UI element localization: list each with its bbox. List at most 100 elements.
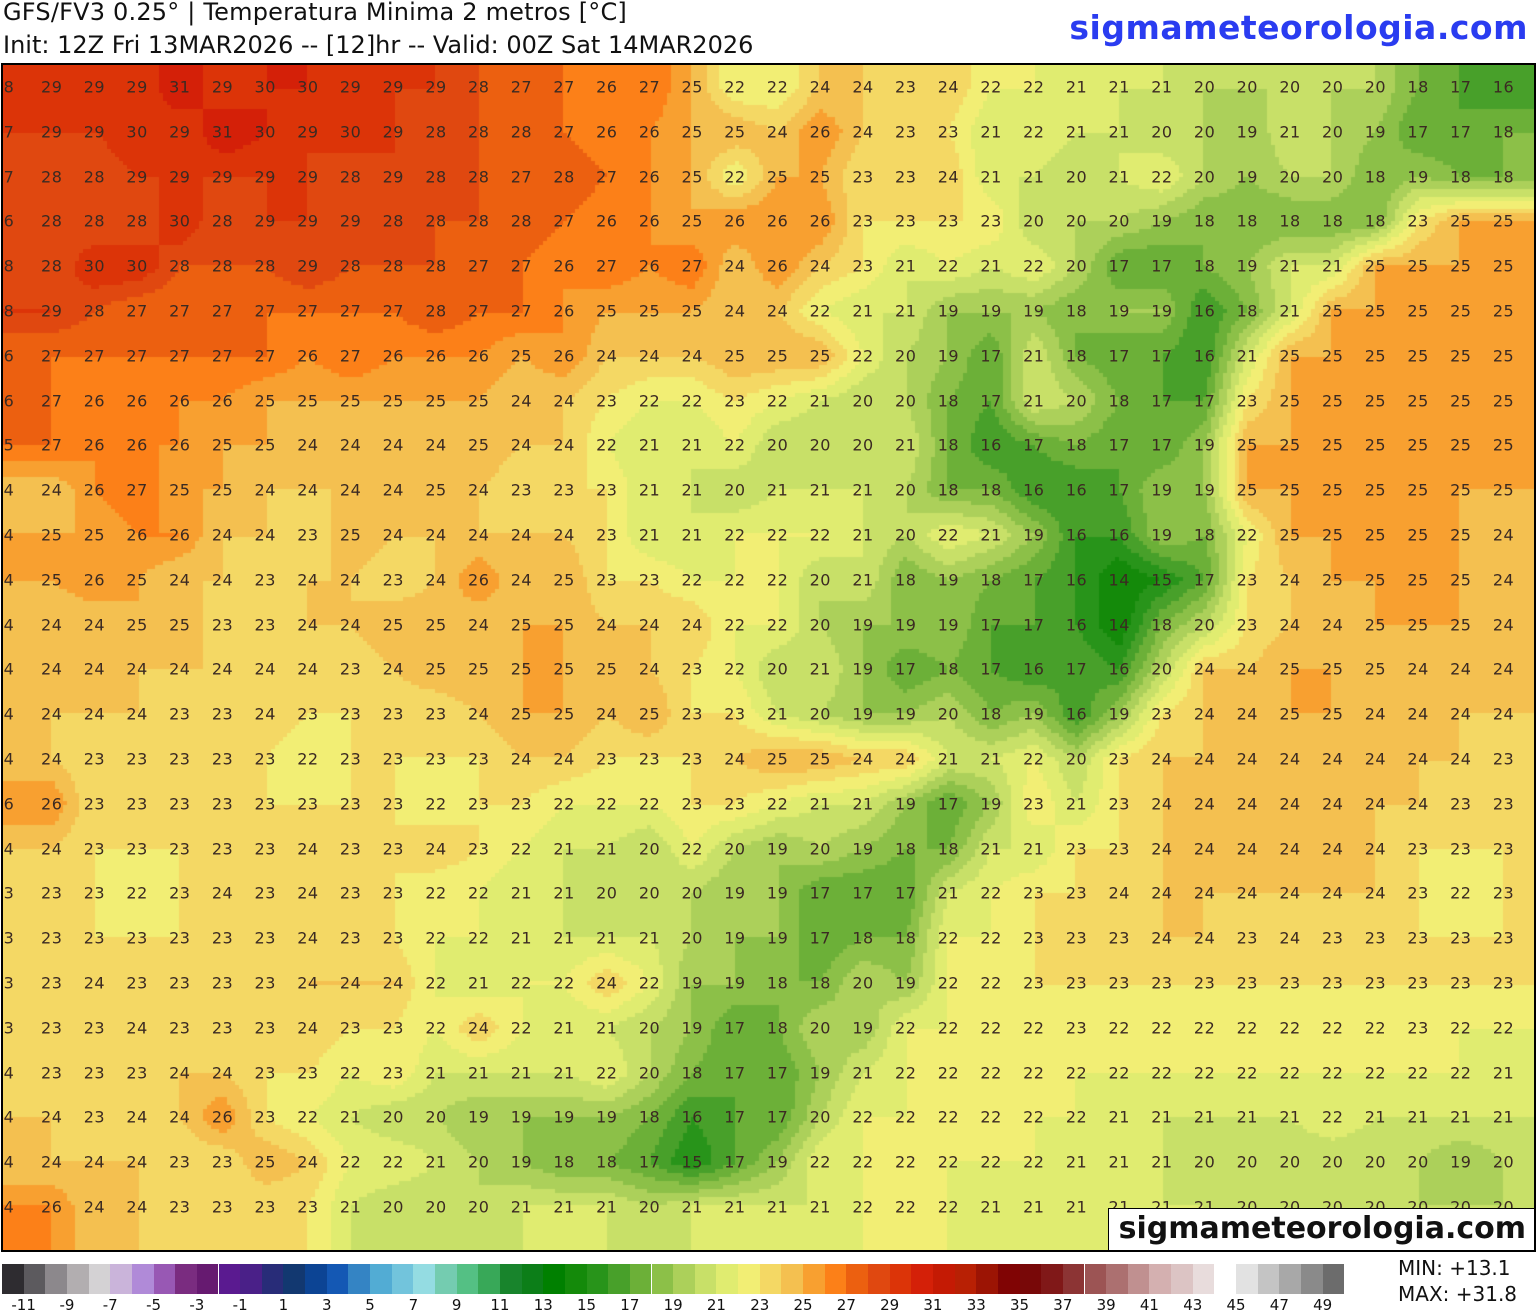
grid-value: 23 [1364,928,1387,948]
grid-value: 23 [382,839,404,859]
colorbar-label: 37 [1053,1296,1073,1314]
grid-value: 22 [895,1107,917,1127]
grid-value: 21 [681,435,703,455]
grid-value: 4 [3,615,15,635]
grid-value: 22 [980,1107,1002,1127]
grid-value: 23 [1279,973,1301,993]
grid-value: 21 [1364,1107,1387,1127]
grid-value: 23 [83,1018,106,1038]
grid-value: 24 [553,525,575,545]
grid-value: 20 [809,435,831,455]
grid-value: 16 [1108,525,1130,545]
grid-value: 22 [553,794,575,814]
grid-value: 29 [41,301,63,321]
grid-value: 30 [254,122,276,142]
colorbar-label: 35 [1010,1296,1030,1314]
grid-value: 23 [382,749,404,769]
grid-value: 19 [1023,301,1045,321]
grid-value: 23 [1322,973,1344,993]
grid-value: 23 [681,749,703,769]
grid-value: 23 [83,794,106,814]
grid-value: 26 [169,525,191,545]
grid-value: 26 [468,570,490,590]
grid-value: 23 [596,525,618,545]
grid-value: 22 [724,659,746,679]
grid-value: 25 [724,122,746,142]
grid-value: 21 [980,839,1002,859]
grid-value: 21 [895,435,917,455]
grid-value: 25 [1279,525,1301,545]
grid-value: 18 [1492,122,1515,142]
grid-value: 25 [1279,659,1301,679]
grid-value: 24 [297,883,319,903]
grid-value: 29 [382,122,404,142]
grid-value: 23 [211,704,234,724]
grid-value: 17 [724,1152,746,1172]
grid-value: 23 [126,794,148,814]
grid-value: 17 [766,1107,789,1127]
grid-value: 21 [510,1197,533,1217]
colorbar-swatch [824,1264,847,1294]
grid-value: 25 [1279,435,1301,455]
grid-value: 20 [895,480,917,500]
colorbar-swatch [153,1264,176,1294]
grid-value: 18 [766,973,789,993]
grid-value: 23 [169,839,191,859]
grid-value: 25 [638,704,661,724]
grid-value: 22 [468,883,490,903]
grid-value: 24 [126,659,148,679]
grid-value: 27 [126,301,148,321]
grid-value: 30 [83,256,106,276]
grid-value: 23 [1450,928,1472,948]
grid-value: 20 [1364,1152,1387,1172]
grid-value: 22 [1236,1063,1258,1083]
grid-value: 29 [126,167,148,187]
grid-value: 22 [852,1152,874,1172]
grid-value: 23 [1236,928,1258,948]
grid-value: 21 [1492,1063,1515,1083]
grid-value: 28 [382,211,404,231]
grid-value: 23 [169,749,191,769]
grid-value: 17 [1450,122,1472,142]
grid-value: 25 [1407,391,1429,411]
grid-value: 19 [468,1107,490,1127]
grid-value: 25 [1364,615,1387,635]
grid-value: 20 [1322,122,1344,142]
grid-value: 16 [1065,615,1088,635]
grid-value: 24 [510,749,533,769]
grid-value: 24 [852,122,874,142]
grid-value: 24 [1193,794,1216,814]
grid-value: 25 [297,391,319,411]
grid-value: 20 [766,659,789,679]
grid-value: 22 [339,1152,362,1172]
grid-value: 23 [895,77,917,97]
grid-value: 19 [724,928,746,948]
grid-value: 24 [1193,704,1216,724]
grid-value: 24 [468,615,490,635]
grid-value: 21 [638,928,661,948]
grid-value: 23 [1492,749,1515,769]
brand-link[interactable]: sigmameteorologia.com [1069,8,1528,47]
grid-value: 21 [468,973,490,993]
grid-value: 23 [211,615,234,635]
grid-value: 24 [83,704,106,724]
grid-value: 20 [1407,1152,1429,1172]
grid-value: 21 [1108,167,1130,187]
grid-value: 21 [980,167,1002,187]
grid-value: 17 [1108,435,1130,455]
grid-value: 23 [254,749,276,769]
grid-value: 24 [254,659,276,679]
grid-value: 21 [1279,301,1301,321]
grid-value: 29 [211,77,234,97]
grid-value: 21 [809,1197,831,1217]
grid-value: 22 [1322,1063,1344,1083]
grid-value: 18 [1236,211,1258,231]
colorbar-swatch [413,1264,435,1294]
grid-value: 25 [425,391,447,411]
grid-value: 24 [1151,883,1173,903]
grid-value: 27 [254,301,276,321]
grid-value: 24 [596,973,618,993]
grid-value: 25 [510,659,533,679]
colorbar-label: 1 [278,1296,289,1314]
grid-value: 23 [1065,1018,1088,1038]
